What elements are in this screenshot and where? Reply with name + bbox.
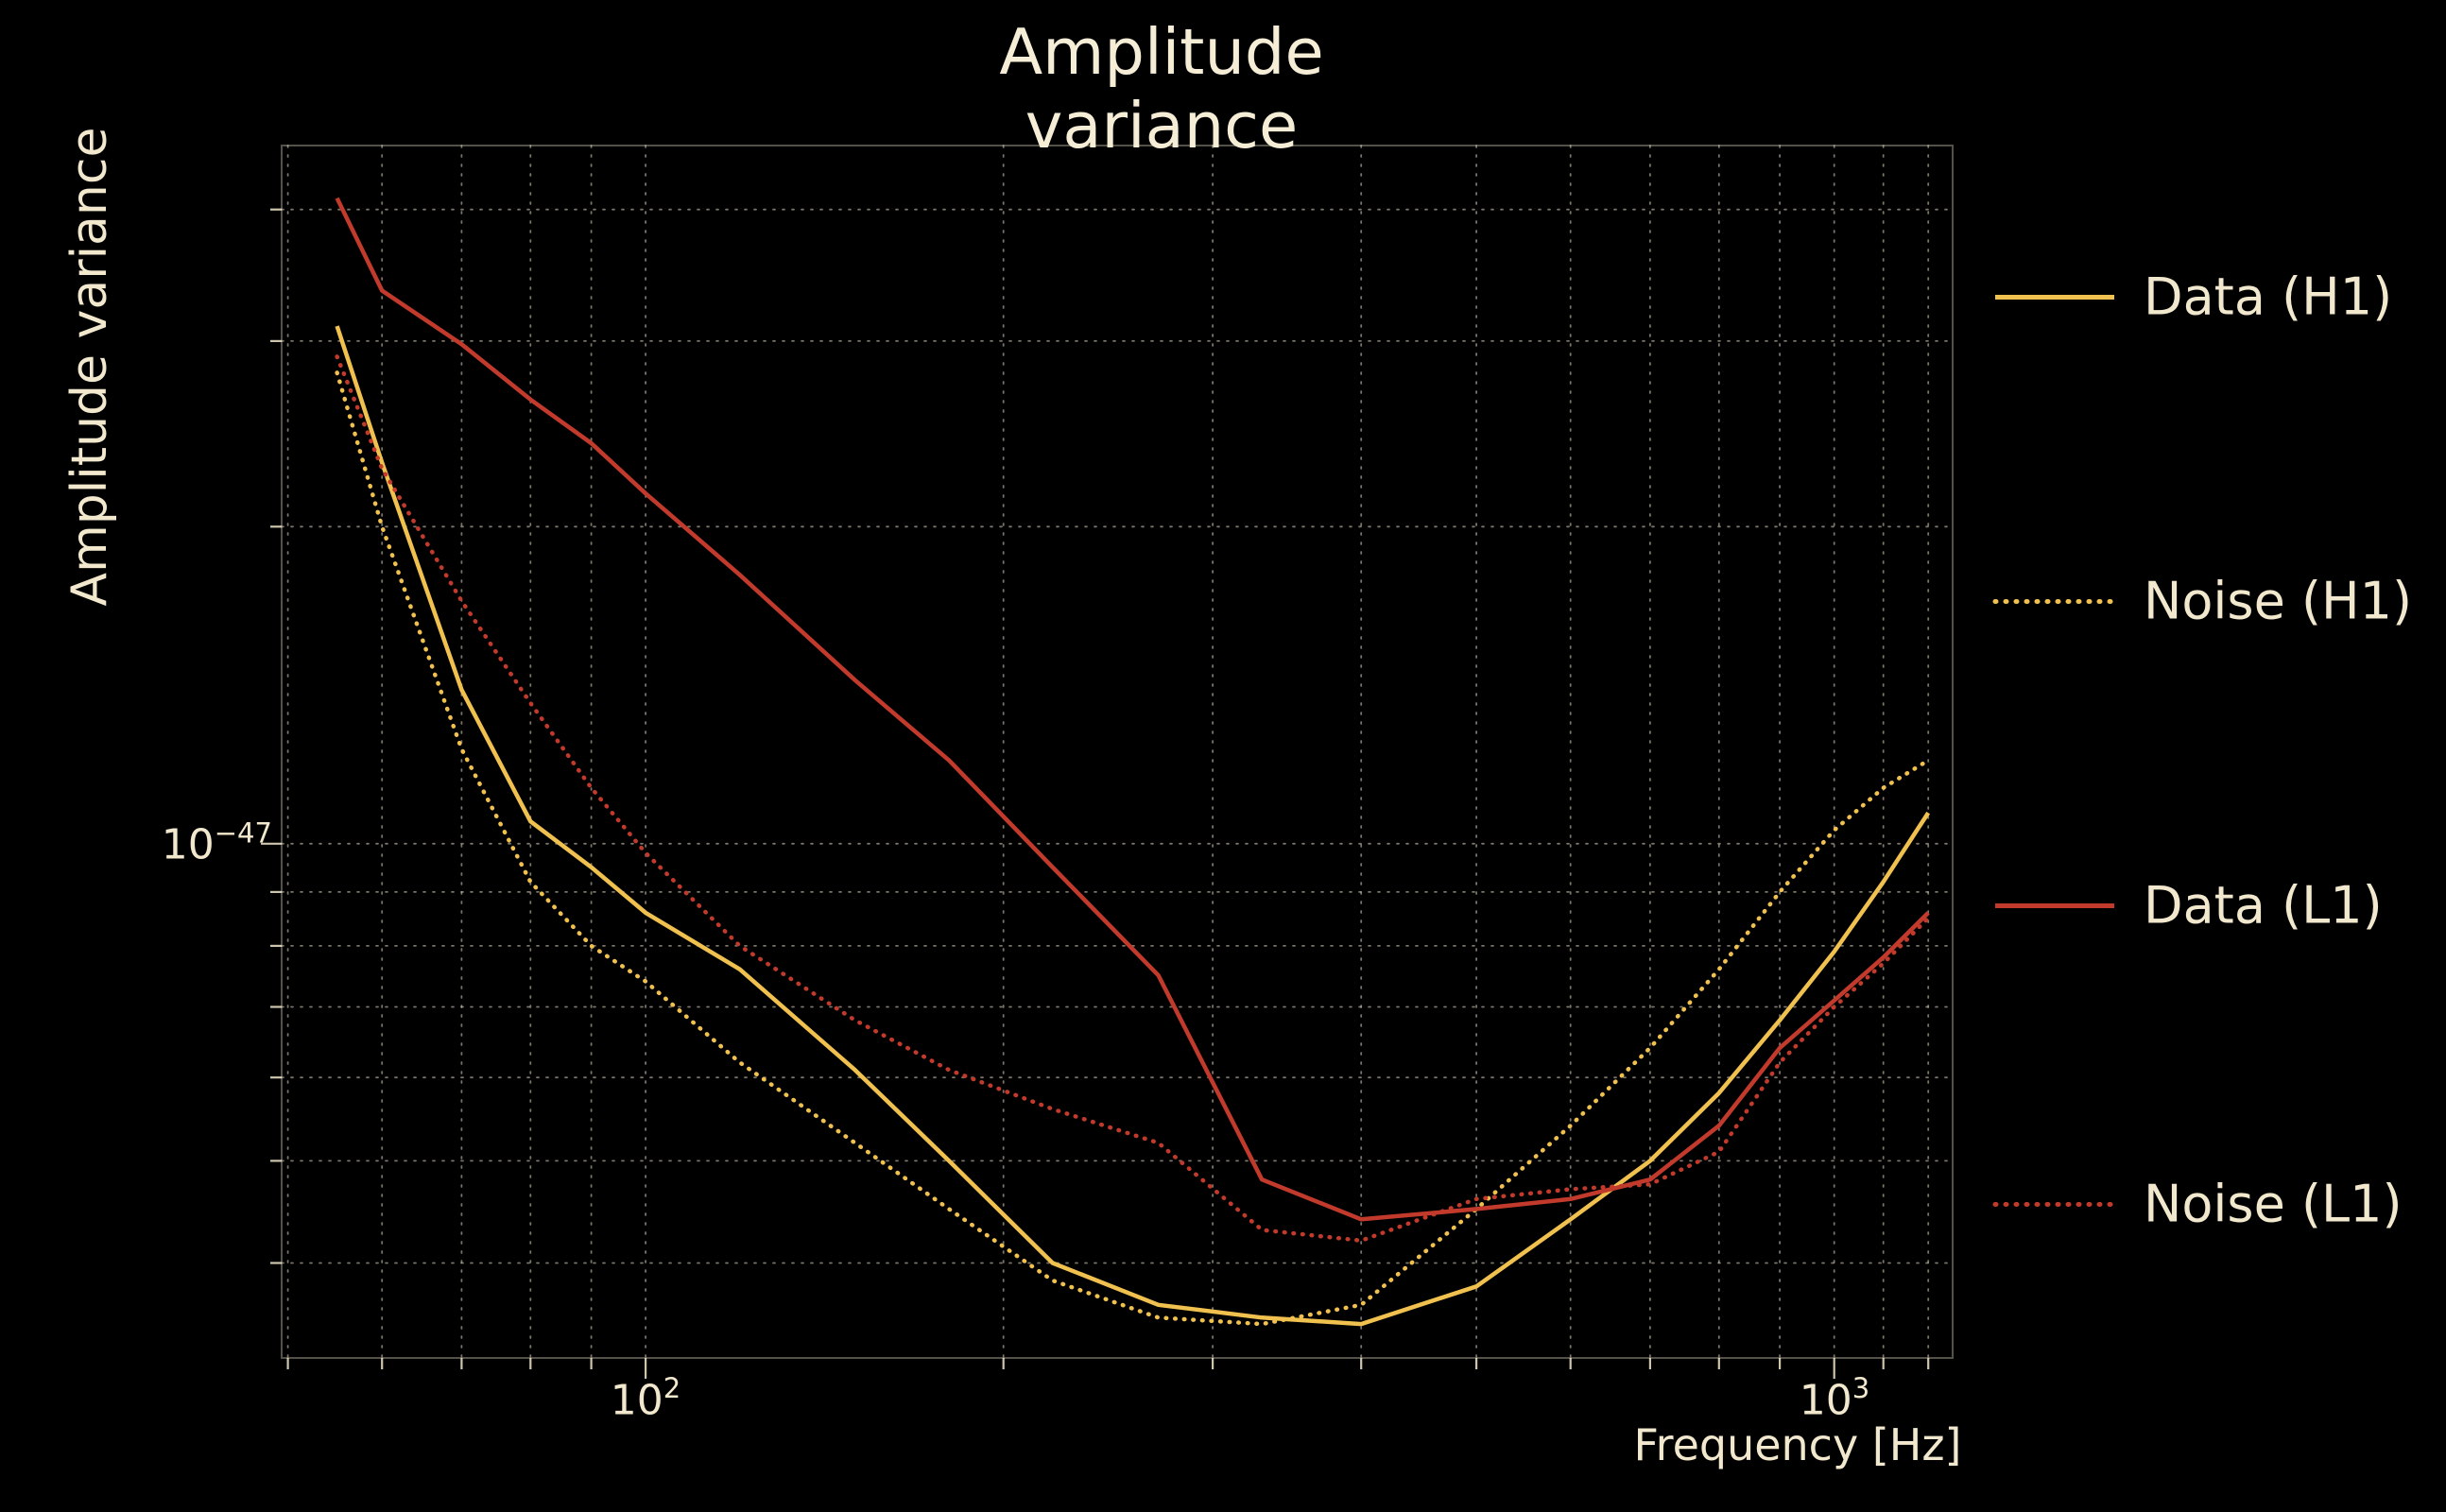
series-line-noise-h1-	[335, 370, 1931, 1327]
x-tick-label-1000: 103	[1799, 1372, 1870, 1425]
legend-line-sample-data-h1	[1995, 294, 2114, 300]
legend-label: Noise (L1)	[2144, 1174, 2403, 1234]
chart-title: Amplitude variance	[999, 15, 1324, 163]
series-line-noise-l1-	[335, 354, 1931, 1244]
y-axis-label: Amplitude variance	[61, 127, 118, 607]
legend-line-sample-noise-h1	[1992, 598, 2117, 604]
legend-label: Noise (H1)	[2144, 571, 2413, 631]
legend-entry-data-h1: Data (H1)	[1992, 267, 2392, 327]
x-axis-label: Frequency [Hz]	[1633, 1419, 1962, 1470]
legend-entry-noise-l1: Noise (L1)	[1992, 1175, 2403, 1234]
legend-line-sample-noise-l1	[1992, 1201, 2117, 1207]
legend-entry-noise-h1: Noise (H1)	[1992, 572, 2412, 631]
series-line-data-l1-	[335, 197, 1930, 1222]
plot-frame	[281, 145, 1954, 1359]
legend-entry-data-l1: Data (L1)	[1992, 876, 2383, 936]
legend-label: Data (H1)	[2144, 266, 2393, 327]
legend-label: Data (L1)	[2144, 875, 2383, 936]
series-line-data-h1-	[335, 325, 1931, 1327]
x-tick-label-100: 102	[610, 1372, 681, 1425]
y-tick-label-1e-47: 10−47	[161, 816, 272, 869]
legend-line-sample-data-l1	[1995, 902, 2114, 908]
legend: Data (H1) Noise (H1) Data (L1) Noise (L1…	[1992, 0, 2437, 1512]
